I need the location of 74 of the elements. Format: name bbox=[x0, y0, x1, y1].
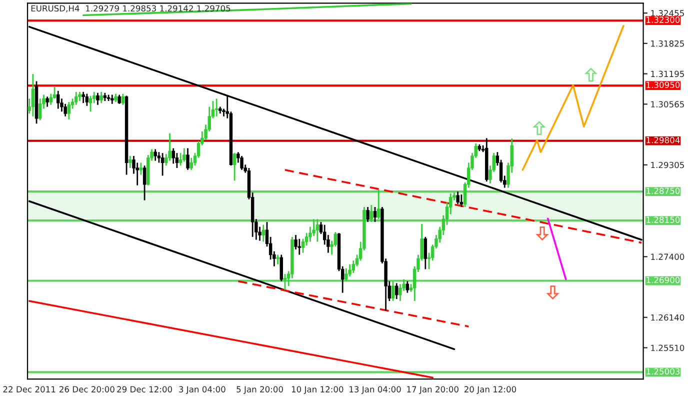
candlestick bbox=[214, 98, 218, 118]
candlestick bbox=[316, 218, 320, 242]
ref-line-label: 1.29804 bbox=[646, 136, 680, 144]
candlestick bbox=[96, 92, 100, 106]
y-tick-label: 1.27400 bbox=[651, 254, 684, 260]
candlestick bbox=[406, 280, 410, 294]
x-tick-label: 29 Dec 12:00 bbox=[117, 386, 172, 392]
y-tick-label: 1.25510 bbox=[651, 344, 684, 352]
candlestick bbox=[391, 280, 395, 302]
candlestick bbox=[142, 164, 146, 201]
candlestick bbox=[377, 188, 380, 220]
candlestick bbox=[398, 283, 402, 302]
candlestick bbox=[110, 94, 114, 105]
ref-line-label: 1.26900 bbox=[646, 276, 680, 284]
candlestick bbox=[46, 96, 49, 108]
candlestick bbox=[38, 98, 42, 121]
y-tick-label: 1.32455 bbox=[651, 10, 684, 16]
ref-line-label: 1.25003 bbox=[646, 368, 680, 375]
candlestick bbox=[82, 91, 85, 104]
ref-line-label: 1.32300 bbox=[646, 16, 680, 23]
candlestick bbox=[298, 238, 301, 256]
line-series bbox=[522, 24, 624, 171]
candlestick bbox=[182, 148, 186, 162]
candlestick bbox=[139, 162, 143, 176]
x-tick-label: 22 Dec 2011 bbox=[3, 386, 56, 392]
candlestick bbox=[395, 282, 398, 300]
candlestick bbox=[178, 152, 182, 166]
candlestick bbox=[175, 152, 179, 169]
y-tick-label: 1.30565 bbox=[651, 101, 684, 108]
candlestick bbox=[154, 148, 157, 162]
candlestick bbox=[294, 234, 298, 250]
x-tick-label: 17 Jan 20:00 bbox=[407, 386, 458, 394]
candlestick bbox=[232, 152, 236, 182]
candlestick bbox=[56, 90, 60, 110]
candlestick bbox=[121, 93, 125, 106]
candlestick bbox=[67, 101, 71, 120]
candlestick bbox=[370, 204, 374, 223]
candlestick bbox=[74, 91, 78, 106]
candlestick bbox=[456, 190, 460, 205]
candlestick bbox=[128, 155, 132, 169]
y-tick-label: 1.31825 bbox=[651, 40, 684, 47]
x-tick-label: 26 Dec 20:00 bbox=[60, 386, 114, 392]
y-tick-label: 1.26140 bbox=[651, 314, 684, 321]
ref-line-label: 1.30950 bbox=[646, 82, 680, 88]
ref-line-label: 1.28750 bbox=[646, 188, 680, 194]
x-tick-label: 10 Jan 12:00 bbox=[292, 386, 344, 394]
x-tick-label: 20 Jan 12:00 bbox=[464, 386, 516, 394]
candlestick bbox=[100, 91, 103, 104]
candlestick bbox=[186, 148, 190, 171]
candlestick bbox=[78, 91, 82, 102]
ref-line-label: 1.28150 bbox=[646, 216, 680, 223]
x-tick-label: 5 Jan 20:00 bbox=[236, 386, 283, 394]
candlestick bbox=[262, 224, 265, 242]
candlestick bbox=[283, 273, 287, 291]
candlestick bbox=[85, 93, 89, 107]
candlestick bbox=[118, 94, 121, 105]
candlestick bbox=[460, 194, 464, 208]
candlestick bbox=[424, 236, 428, 270]
x-tick-label: 13 Jan 04:00 bbox=[350, 386, 401, 394]
candlestick bbox=[190, 157, 193, 171]
candlestick bbox=[31, 73, 35, 118]
x-tick-label: 3 Jan 04:00 bbox=[179, 386, 226, 394]
candlestick bbox=[160, 152, 164, 176]
candlestick bbox=[88, 95, 92, 112]
candlestick bbox=[348, 264, 352, 278]
candlestick bbox=[344, 268, 348, 282]
candlestick bbox=[276, 254, 280, 266]
y-tick-label: 1.31195 bbox=[651, 70, 684, 78]
candlestick bbox=[168, 132, 172, 162]
candlestick bbox=[373, 206, 377, 223]
candlestick bbox=[366, 206, 370, 223]
candlestick bbox=[240, 155, 244, 171]
candlestick bbox=[280, 254, 283, 282]
y-tick-label: 1.29305 bbox=[651, 162, 684, 168]
